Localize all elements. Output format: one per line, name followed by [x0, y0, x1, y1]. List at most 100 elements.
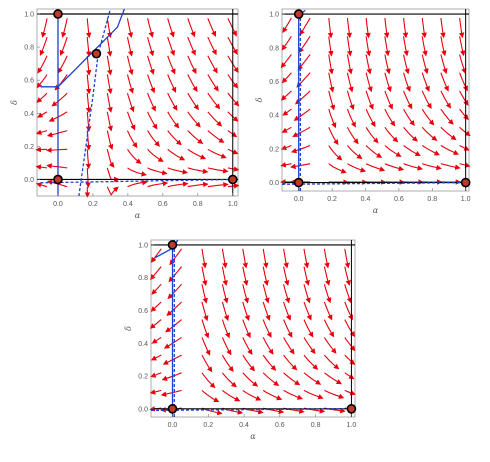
- streamline: [346, 145, 363, 160]
- streamline: [328, 163, 347, 174]
- x-tick-label: 0.8: [311, 422, 321, 429]
- streamline: [327, 18, 334, 39]
- streamline: [459, 162, 471, 168]
- streamline: [147, 111, 158, 130]
- streamline: [403, 90, 413, 110]
- streamline: [347, 163, 367, 173]
- streamline: [187, 74, 198, 93]
- streamline: [344, 389, 356, 396]
- x-axis-label: α: [373, 206, 379, 215]
- streamline: [167, 92, 178, 111]
- streamline: [85, 167, 91, 188]
- streamline: [163, 336, 182, 349]
- streamline: [283, 389, 303, 400]
- streamline: [458, 18, 465, 39]
- streamline: [106, 74, 113, 95]
- streamline: [262, 354, 277, 371]
- y-tick-label: 0.8: [138, 275, 148, 282]
- streamline: [365, 36, 372, 57]
- y-tick-label: 0.4: [269, 113, 279, 120]
- streamline: [283, 354, 298, 371]
- y-axis-label: δ: [10, 100, 19, 105]
- streamline: [262, 319, 272, 338]
- streamline: [344, 248, 351, 269]
- streamline: [324, 372, 343, 385]
- streamline: [403, 72, 411, 92]
- streamline: [365, 126, 379, 144]
- streamline: [298, 35, 311, 54]
- streamline: [384, 72, 392, 93]
- equilibrium-point: [460, 177, 471, 188]
- streamline: [151, 283, 162, 295]
- x-tick-label: 1.0: [461, 196, 471, 203]
- streamline: [344, 337, 356, 352]
- y-tick-label: 0.8: [24, 45, 34, 52]
- x-tick-label: 0.4: [239, 422, 249, 429]
- streamline: [283, 319, 293, 338]
- streamline: [280, 144, 292, 151]
- y-tick-label: 0.6: [269, 79, 279, 86]
- streamline: [41, 18, 48, 38]
- streamline: [207, 182, 229, 188]
- streamline: [37, 55, 48, 74]
- streamline: [283, 301, 291, 321]
- streamline: [207, 130, 225, 143]
- streamline: [201, 372, 216, 389]
- streamline: [106, 149, 115, 168]
- streamline: [421, 18, 427, 39]
- nullcline-dashed: [150, 408, 352, 412]
- streamline: [403, 145, 421, 157]
- streamline: [280, 54, 292, 69]
- streamline: [297, 54, 311, 71]
- streamline: [344, 319, 356, 338]
- streamline: [383, 18, 390, 39]
- streamline: [421, 54, 429, 75]
- streamline: [36, 74, 48, 89]
- y-tick-label: 1.0: [138, 242, 148, 249]
- y-tick-label: 1.0: [24, 11, 34, 18]
- streamline: [39, 36, 48, 56]
- streamline: [207, 18, 217, 37]
- equilibrium-point: [167, 404, 178, 414]
- streamline: [207, 167, 229, 174]
- streamline: [365, 90, 374, 110]
- streamline: [283, 266, 290, 287]
- streamline: [303, 301, 312, 321]
- streamline: [151, 336, 162, 344]
- streamline: [187, 148, 207, 160]
- streamline: [303, 284, 311, 304]
- streamline: [323, 337, 337, 354]
- streamline: [227, 18, 237, 37]
- stream-field: [280, 17, 471, 185]
- streamline: [242, 266, 249, 287]
- streamline: [328, 145, 343, 161]
- streamline: [167, 148, 186, 161]
- streamline: [207, 92, 221, 110]
- y-tick-label: 0.2: [138, 374, 148, 381]
- streamline: [283, 248, 289, 269]
- streamline: [296, 72, 311, 88]
- streamline: [106, 37, 113, 57]
- streamline: [221, 354, 234, 372]
- streamline: [126, 18, 134, 39]
- streamline: [187, 36, 196, 56]
- equilibrium-point: [293, 177, 304, 188]
- streamline: [227, 36, 238, 55]
- streamline: [35, 146, 48, 153]
- streamline: [344, 354, 356, 366]
- streamline: [187, 111, 201, 128]
- streamline: [299, 17, 311, 36]
- streamline: [280, 90, 292, 101]
- streamline: [221, 248, 228, 269]
- y-tick-label: 0.0: [269, 180, 279, 187]
- streamline: [187, 55, 197, 75]
- x-axis-label: α: [135, 211, 141, 220]
- streamline: [187, 167, 209, 174]
- equilibria: [293, 9, 471, 188]
- streamline: [167, 18, 175, 38]
- streamline: [328, 90, 336, 111]
- y-tick-label: 0.8: [269, 45, 279, 52]
- streamline: [346, 127, 359, 145]
- y-tick-label: 0.6: [24, 78, 34, 85]
